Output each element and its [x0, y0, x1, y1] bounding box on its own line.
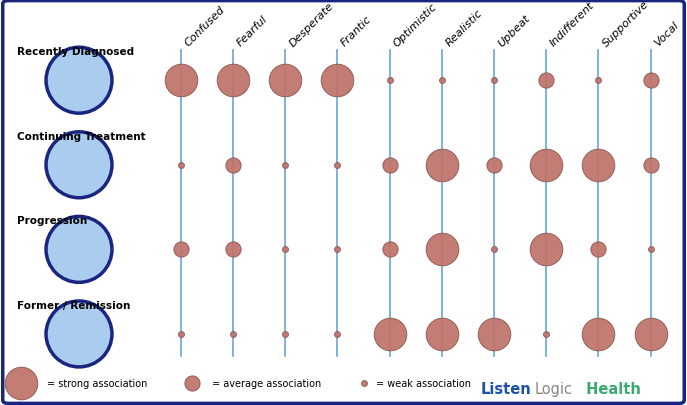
Point — [593, 247, 604, 253]
Text: Progression: Progression — [17, 215, 87, 226]
Point — [593, 162, 604, 168]
Text: Logic: Logic — [534, 382, 572, 396]
Point — [332, 78, 343, 84]
Text: Desperate: Desperate — [287, 1, 335, 49]
Point — [384, 78, 395, 84]
Point — [645, 78, 656, 84]
Text: Continuing Treatment: Continuing Treatment — [17, 131, 146, 141]
Point — [541, 78, 552, 84]
Text: Supportive: Supportive — [600, 0, 651, 49]
Point — [436, 78, 447, 84]
Text: Upbeat: Upbeat — [496, 13, 532, 49]
Point — [541, 331, 552, 337]
Point — [187, 379, 198, 386]
Point — [436, 331, 447, 337]
Point — [175, 162, 186, 168]
Point — [175, 331, 186, 337]
Point — [280, 247, 291, 253]
Point — [280, 78, 291, 84]
Point — [488, 331, 499, 337]
Text: = strong association: = strong association — [47, 378, 147, 388]
Text: Frantic: Frantic — [339, 15, 374, 49]
Point — [541, 162, 552, 168]
Text: Optimistic: Optimistic — [392, 2, 439, 49]
Text: Indifferent: Indifferent — [548, 1, 596, 49]
Point — [384, 162, 395, 168]
FancyBboxPatch shape — [3, 2, 684, 403]
Point — [227, 162, 238, 168]
Text: Fearful: Fearful — [235, 14, 269, 49]
Point — [488, 247, 499, 253]
Point — [15, 379, 26, 386]
Point — [175, 78, 186, 84]
Point — [488, 78, 499, 84]
Point — [280, 162, 291, 168]
Point — [227, 331, 238, 337]
Point — [541, 247, 552, 253]
Ellipse shape — [46, 132, 112, 198]
Text: Health: Health — [581, 382, 640, 396]
Ellipse shape — [46, 301, 112, 367]
Text: = weak association: = weak association — [376, 378, 471, 388]
Point — [436, 162, 447, 168]
Point — [593, 331, 604, 337]
Point — [175, 247, 186, 253]
Point — [332, 247, 343, 253]
Text: Confused: Confused — [183, 5, 227, 49]
Point — [280, 331, 291, 337]
Text: = average association: = average association — [212, 378, 321, 388]
Point — [593, 78, 604, 84]
Point — [359, 379, 370, 386]
Point — [645, 162, 656, 168]
Ellipse shape — [46, 48, 112, 114]
Point — [436, 247, 447, 253]
Point — [645, 331, 656, 337]
Text: Former / Remission: Former / Remission — [17, 300, 131, 310]
Point — [227, 247, 238, 253]
Point — [645, 247, 656, 253]
Ellipse shape — [46, 217, 112, 283]
Text: Listen: Listen — [481, 382, 532, 396]
Point — [488, 162, 499, 168]
Point — [227, 78, 238, 84]
Point — [332, 162, 343, 168]
Text: Vocal: Vocal — [653, 21, 681, 49]
Text: Realistic: Realistic — [444, 9, 484, 49]
Point — [332, 331, 343, 337]
Point — [384, 331, 395, 337]
Point — [384, 247, 395, 253]
Text: Recently Diagnosed: Recently Diagnosed — [17, 47, 134, 57]
